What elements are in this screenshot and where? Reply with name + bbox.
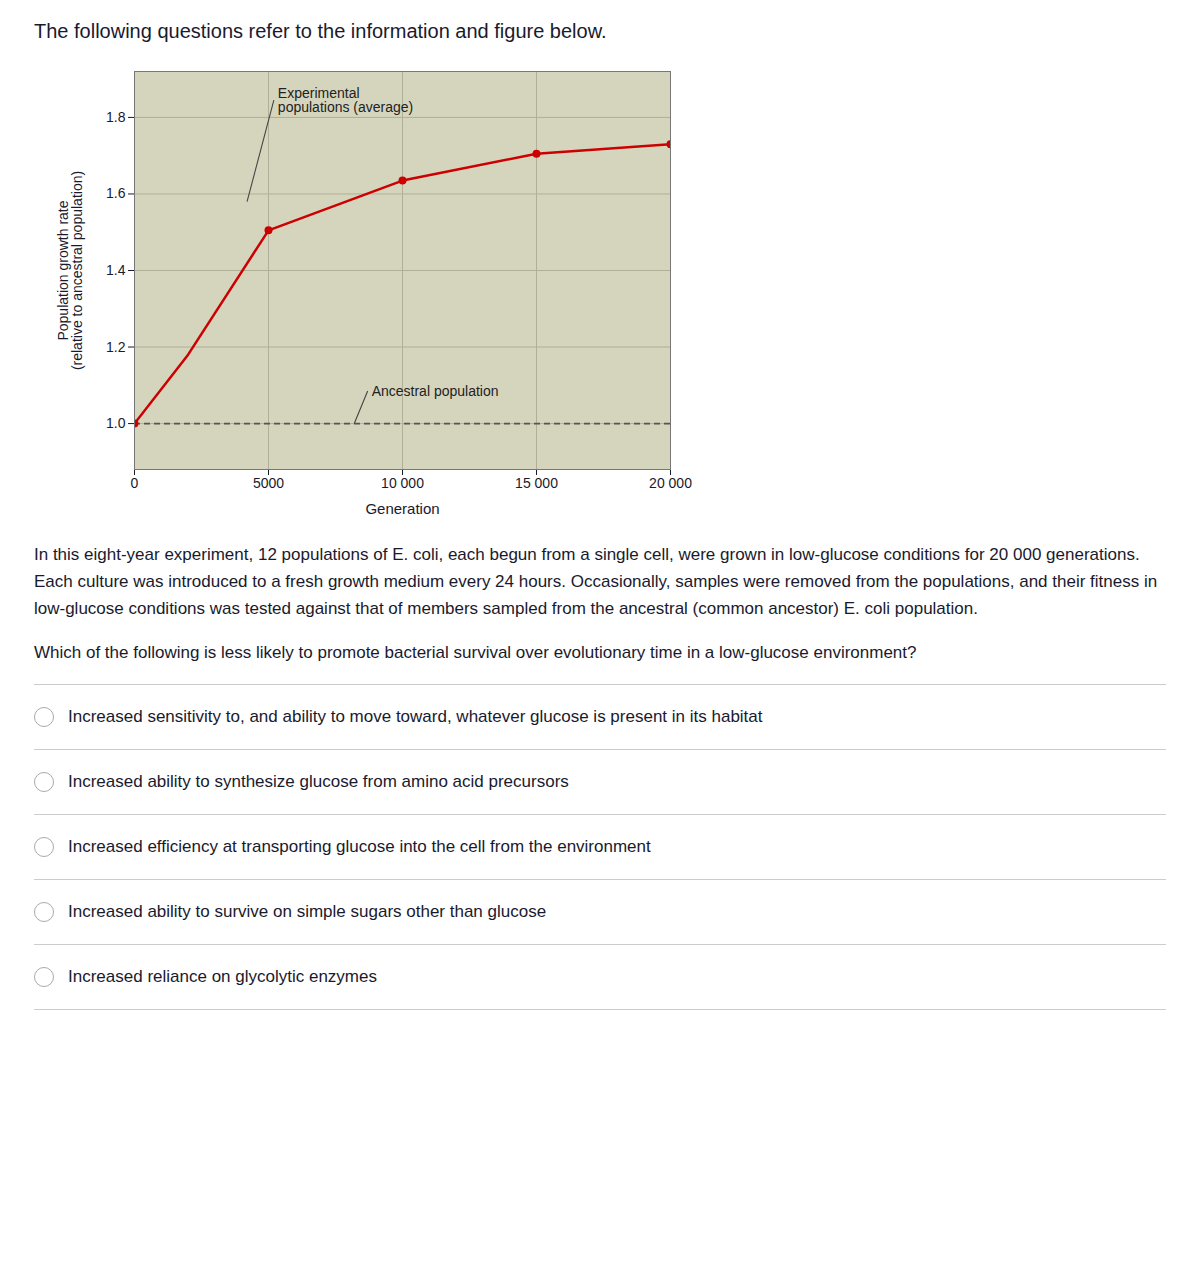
svg-text:1.4: 1.4	[106, 262, 126, 278]
html-text:The following questions refer: The following questions refer to the inf…	[34, 20, 607, 42]
svg-text:10 000: 10 000	[381, 475, 424, 491]
svg-text:0: 0	[131, 475, 139, 491]
svg-text:5000: 5000	[253, 475, 284, 491]
html-text:Increased reliance on glycolyt: Increased reliance on glycolytic enzymes	[68, 966, 377, 986]
html-text:In this eight-year experiment,: In this eight-year experiment, 12 popula…	[34, 545, 1158, 619]
html-text:Increased efficiency at transp: Increased efficiency at transporting glu…	[68, 836, 651, 856]
svg-text:Generation: Generation	[365, 500, 439, 517]
svg-text:Population growth rate(relativ: Population growth rate(relative to ances…	[55, 171, 85, 370]
svg-text:15 000: 15 000	[515, 475, 558, 491]
svg-text:Experimentalpopulations (avera: Experimentalpopulations (average)	[278, 85, 413, 115]
svg-text:1.2: 1.2	[106, 339, 126, 355]
svg-text:20 000: 20 000	[649, 475, 692, 491]
svg-text:1.8: 1.8	[106, 109, 126, 125]
html-text:Which of the following is less: Which of the following is less likely to…	[34, 642, 917, 662]
svg-text:1.0: 1.0	[106, 415, 126, 431]
html-text:Increased sensitivity to, and: Increased sensitivity to, and ability to…	[68, 706, 763, 726]
html-text:Increased ability to synthesiz: Increased ability to synthesize glucose …	[68, 771, 569, 791]
svg-text:Ancestral population: Ancestral population	[372, 383, 499, 399]
svg-text:1.6: 1.6	[106, 185, 126, 201]
html-text:Increased ability to survive o: Increased ability to survive on simple s…	[68, 901, 547, 921]
